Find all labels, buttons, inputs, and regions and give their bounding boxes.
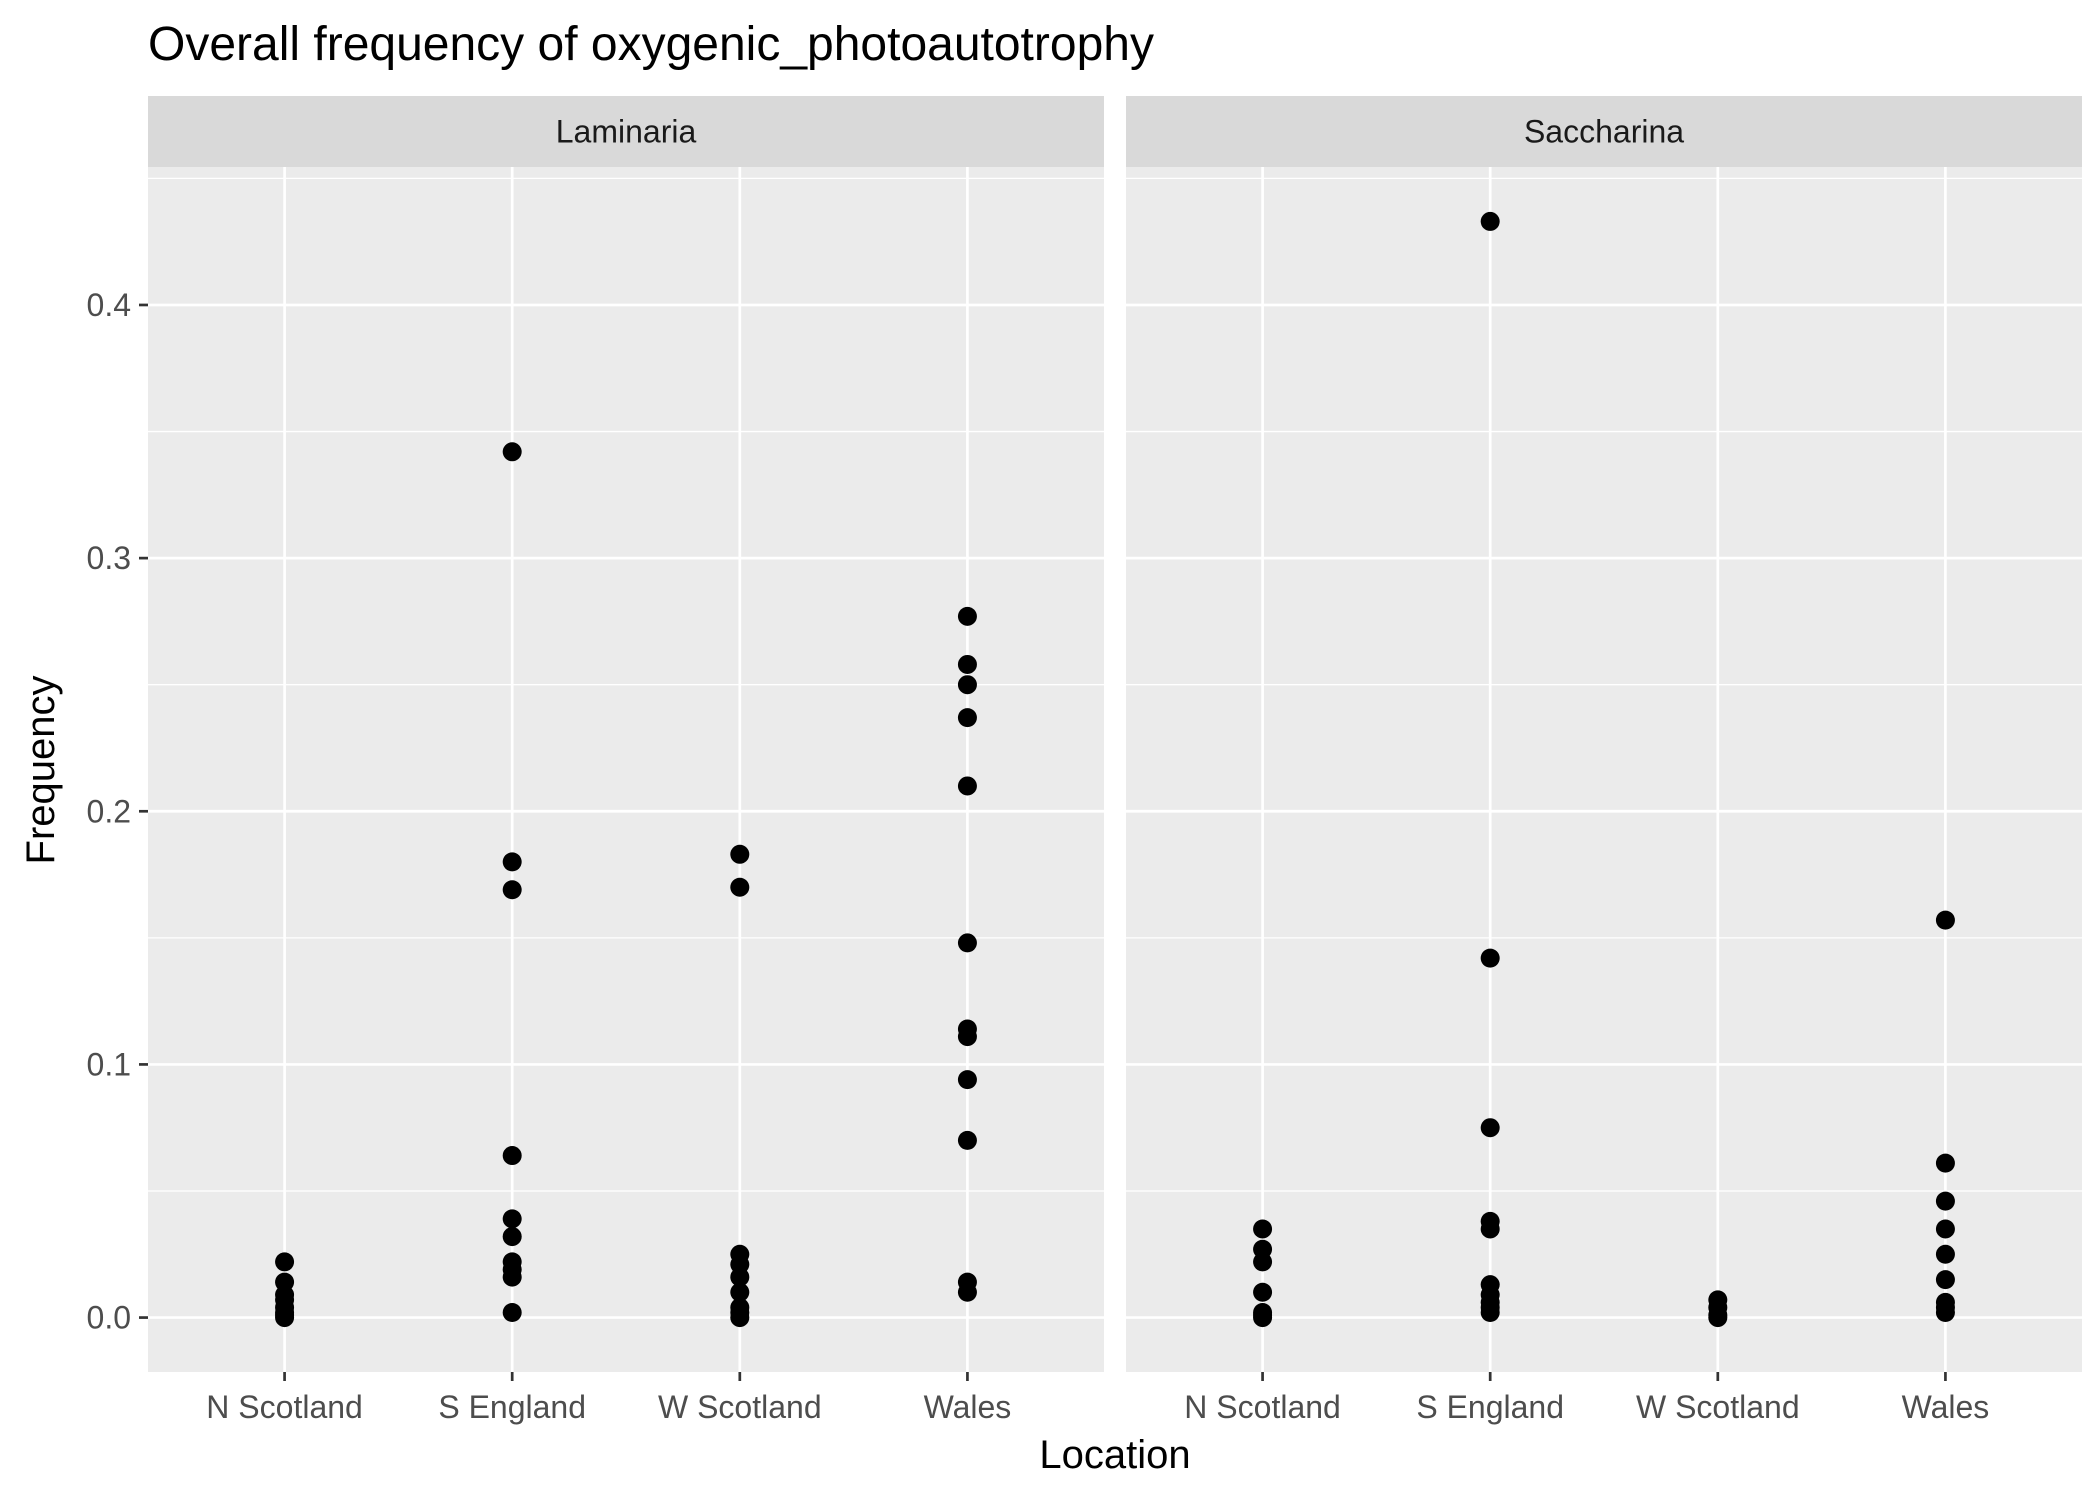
y-tick-label: 0.4 xyxy=(87,287,131,323)
y-tick-label: 0.1 xyxy=(87,1046,131,1082)
data-point xyxy=(1935,1244,1955,1264)
data-point xyxy=(1253,1303,1273,1323)
data-point xyxy=(502,1227,522,1247)
x-tick-label-wales: Wales xyxy=(1902,1389,1990,1425)
data-point xyxy=(957,708,977,728)
data-point xyxy=(502,1252,522,1272)
data-point xyxy=(1253,1219,1273,1239)
x-tick-label-wales: Wales xyxy=(924,1389,1012,1425)
facet-strip-label: Laminaria xyxy=(556,114,697,150)
data-point xyxy=(1480,948,1500,968)
panel-background xyxy=(148,167,1104,1372)
chart-title: Overall frequency of oxygenic_photoautot… xyxy=(148,18,1154,71)
x-tick-label-s-england: S England xyxy=(438,1389,586,1425)
x-axis-title: Location xyxy=(1039,1433,1190,1477)
facet-panels: Laminaria N Scotland S England W Scotland Wa… xyxy=(148,96,2082,1425)
data-point xyxy=(1480,1275,1500,1295)
data-point xyxy=(1480,1118,1500,1138)
data-point xyxy=(1480,1211,1500,1231)
x-tick-label-n-scotland: N Scotland xyxy=(1184,1389,1341,1425)
facet-strip-label: Saccharina xyxy=(1524,114,1684,150)
data-point xyxy=(502,1146,522,1166)
data-point xyxy=(1935,910,1955,930)
y-tick-label: 0.3 xyxy=(87,540,131,576)
data-point xyxy=(730,1244,750,1264)
data-point xyxy=(730,1297,750,1317)
facet-panel-laminaria: Laminaria N Scotland S England W Scotland Wa… xyxy=(148,96,1104,1425)
data-point xyxy=(502,852,522,872)
data-point xyxy=(957,1130,977,1150)
x-tick-label-w-scotland: W Scotland xyxy=(1636,1389,1800,1425)
data-point xyxy=(502,880,522,900)
data-point xyxy=(730,1282,750,1302)
data-point xyxy=(275,1252,295,1272)
facet-panel-saccharina: Saccharina N Scotland S England W Scotland W… xyxy=(1126,96,2082,1425)
data-point xyxy=(1253,1239,1273,1259)
data-point xyxy=(1935,1270,1955,1290)
data-point xyxy=(957,1070,977,1090)
data-point xyxy=(502,1303,522,1323)
data-point xyxy=(1935,1153,1955,1173)
y-axis: 0.0 0.1 0.2 0.3 0.4 xyxy=(87,287,148,1336)
data-point xyxy=(957,606,977,626)
data-point xyxy=(1935,1292,1955,1312)
y-axis-title: Frequency xyxy=(19,676,63,865)
data-point xyxy=(730,877,750,897)
y-tick-label: 0.2 xyxy=(87,793,131,829)
x-tick-label-n-scotland: N Scotland xyxy=(206,1389,363,1425)
data-point xyxy=(1253,1282,1273,1302)
data-point xyxy=(730,844,750,864)
data-point xyxy=(957,654,977,674)
data-point xyxy=(1935,1219,1955,1239)
data-point xyxy=(1708,1290,1728,1310)
data-point xyxy=(957,675,977,695)
y-tick-label: 0.0 xyxy=(87,1300,131,1336)
x-tick-label-w-scotland: W Scotland xyxy=(658,1389,822,1425)
data-point xyxy=(502,442,522,462)
data-point xyxy=(957,1272,977,1292)
facet-strip xyxy=(1126,96,2082,167)
data-point xyxy=(957,776,977,796)
facet-strip xyxy=(148,96,1104,167)
x-tick-label-s-england: S England xyxy=(1416,1389,1564,1425)
data-point xyxy=(957,933,977,953)
data-point xyxy=(275,1272,295,1292)
data-point xyxy=(957,1019,977,1039)
data-point xyxy=(1480,211,1500,231)
data-point xyxy=(502,1209,522,1229)
data-point xyxy=(1935,1191,1955,1211)
panel-background xyxy=(1126,167,2082,1372)
